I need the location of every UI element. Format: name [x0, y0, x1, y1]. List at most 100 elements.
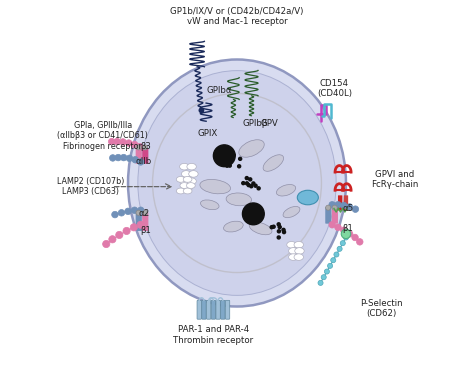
- Ellipse shape: [294, 242, 303, 248]
- Circle shape: [126, 155, 133, 161]
- Circle shape: [116, 231, 123, 239]
- Ellipse shape: [176, 188, 185, 194]
- Circle shape: [242, 203, 264, 225]
- Circle shape: [277, 236, 280, 239]
- Circle shape: [249, 178, 252, 181]
- Circle shape: [130, 224, 137, 231]
- Circle shape: [352, 234, 358, 241]
- FancyBboxPatch shape: [136, 212, 142, 231]
- Ellipse shape: [183, 184, 193, 191]
- Circle shape: [223, 158, 226, 161]
- Text: GPIbβ: GPIbβ: [242, 119, 268, 128]
- Text: CD154
(CD40L): CD154 (CD40L): [317, 79, 352, 98]
- Circle shape: [254, 184, 257, 187]
- Circle shape: [137, 143, 143, 150]
- Circle shape: [340, 202, 347, 209]
- Circle shape: [245, 176, 248, 180]
- Ellipse shape: [176, 176, 185, 182]
- Text: α2: α2: [139, 209, 150, 219]
- Circle shape: [344, 235, 348, 240]
- Circle shape: [334, 252, 339, 257]
- Circle shape: [283, 231, 285, 234]
- Circle shape: [131, 141, 138, 148]
- Text: GP1b/IX/V or (CD42b/CD42a/V)
vW and Mac-1 receptor: GP1b/IX/V or (CD42b/CD42a/V) vW and Mac-…: [170, 7, 304, 26]
- Circle shape: [331, 258, 336, 263]
- Circle shape: [137, 159, 144, 165]
- Text: GPIX: GPIX: [197, 130, 217, 138]
- Circle shape: [252, 182, 255, 185]
- Circle shape: [277, 223, 280, 226]
- Circle shape: [237, 165, 241, 168]
- Circle shape: [352, 206, 359, 212]
- Ellipse shape: [295, 248, 304, 254]
- Ellipse shape: [239, 140, 264, 157]
- Circle shape: [222, 157, 225, 160]
- Circle shape: [250, 185, 253, 188]
- Text: LAMP2 (CD107b)
LAMP3 (CD63): LAMP2 (CD107b) LAMP3 (CD63): [57, 177, 125, 196]
- FancyBboxPatch shape: [332, 207, 338, 224]
- FancyBboxPatch shape: [221, 300, 225, 319]
- Circle shape: [257, 187, 260, 190]
- Circle shape: [272, 225, 275, 228]
- Circle shape: [340, 227, 347, 234]
- Ellipse shape: [201, 200, 219, 210]
- Ellipse shape: [287, 242, 296, 248]
- FancyBboxPatch shape: [211, 300, 216, 319]
- Text: P-Selectin
(CD62): P-Selectin (CD62): [361, 299, 403, 318]
- Ellipse shape: [200, 179, 230, 194]
- Ellipse shape: [283, 206, 300, 218]
- Circle shape: [222, 158, 225, 162]
- Circle shape: [143, 210, 147, 215]
- Circle shape: [278, 225, 281, 228]
- Ellipse shape: [183, 188, 192, 194]
- Circle shape: [120, 154, 127, 161]
- Circle shape: [224, 152, 227, 155]
- Circle shape: [246, 182, 248, 185]
- Circle shape: [125, 208, 131, 214]
- Circle shape: [136, 145, 141, 150]
- Circle shape: [329, 202, 336, 208]
- Circle shape: [131, 207, 138, 213]
- Circle shape: [242, 182, 245, 185]
- Circle shape: [109, 155, 116, 161]
- Circle shape: [346, 231, 353, 237]
- Circle shape: [228, 164, 231, 167]
- Circle shape: [137, 207, 144, 213]
- Circle shape: [346, 204, 353, 210]
- Ellipse shape: [186, 183, 195, 188]
- Circle shape: [270, 226, 273, 229]
- FancyBboxPatch shape: [202, 300, 206, 319]
- Text: GPVI and
FcRγ-chain: GPVI and FcRγ-chain: [372, 170, 419, 189]
- Ellipse shape: [180, 178, 189, 184]
- Ellipse shape: [187, 163, 196, 170]
- Text: αIIb: αIIb: [135, 157, 152, 167]
- Circle shape: [332, 205, 337, 210]
- FancyBboxPatch shape: [142, 148, 148, 164]
- Circle shape: [109, 138, 115, 145]
- Ellipse shape: [294, 254, 303, 260]
- Circle shape: [321, 274, 326, 280]
- FancyBboxPatch shape: [207, 300, 211, 319]
- Circle shape: [219, 154, 222, 157]
- FancyBboxPatch shape: [142, 212, 148, 231]
- Circle shape: [247, 184, 250, 187]
- Circle shape: [356, 239, 363, 245]
- Circle shape: [326, 205, 331, 210]
- FancyBboxPatch shape: [216, 300, 220, 319]
- Text: β1: β1: [342, 224, 353, 233]
- Circle shape: [340, 240, 346, 246]
- Ellipse shape: [180, 163, 189, 170]
- Text: GPV: GPV: [261, 119, 278, 128]
- FancyBboxPatch shape: [225, 300, 230, 319]
- Ellipse shape: [276, 184, 296, 196]
- Ellipse shape: [224, 221, 243, 232]
- Ellipse shape: [189, 171, 198, 177]
- Ellipse shape: [182, 171, 191, 177]
- Ellipse shape: [289, 254, 298, 260]
- Circle shape: [277, 230, 281, 233]
- Ellipse shape: [226, 193, 252, 206]
- Circle shape: [112, 211, 118, 218]
- Circle shape: [329, 221, 336, 228]
- Ellipse shape: [138, 71, 336, 295]
- Circle shape: [238, 157, 242, 160]
